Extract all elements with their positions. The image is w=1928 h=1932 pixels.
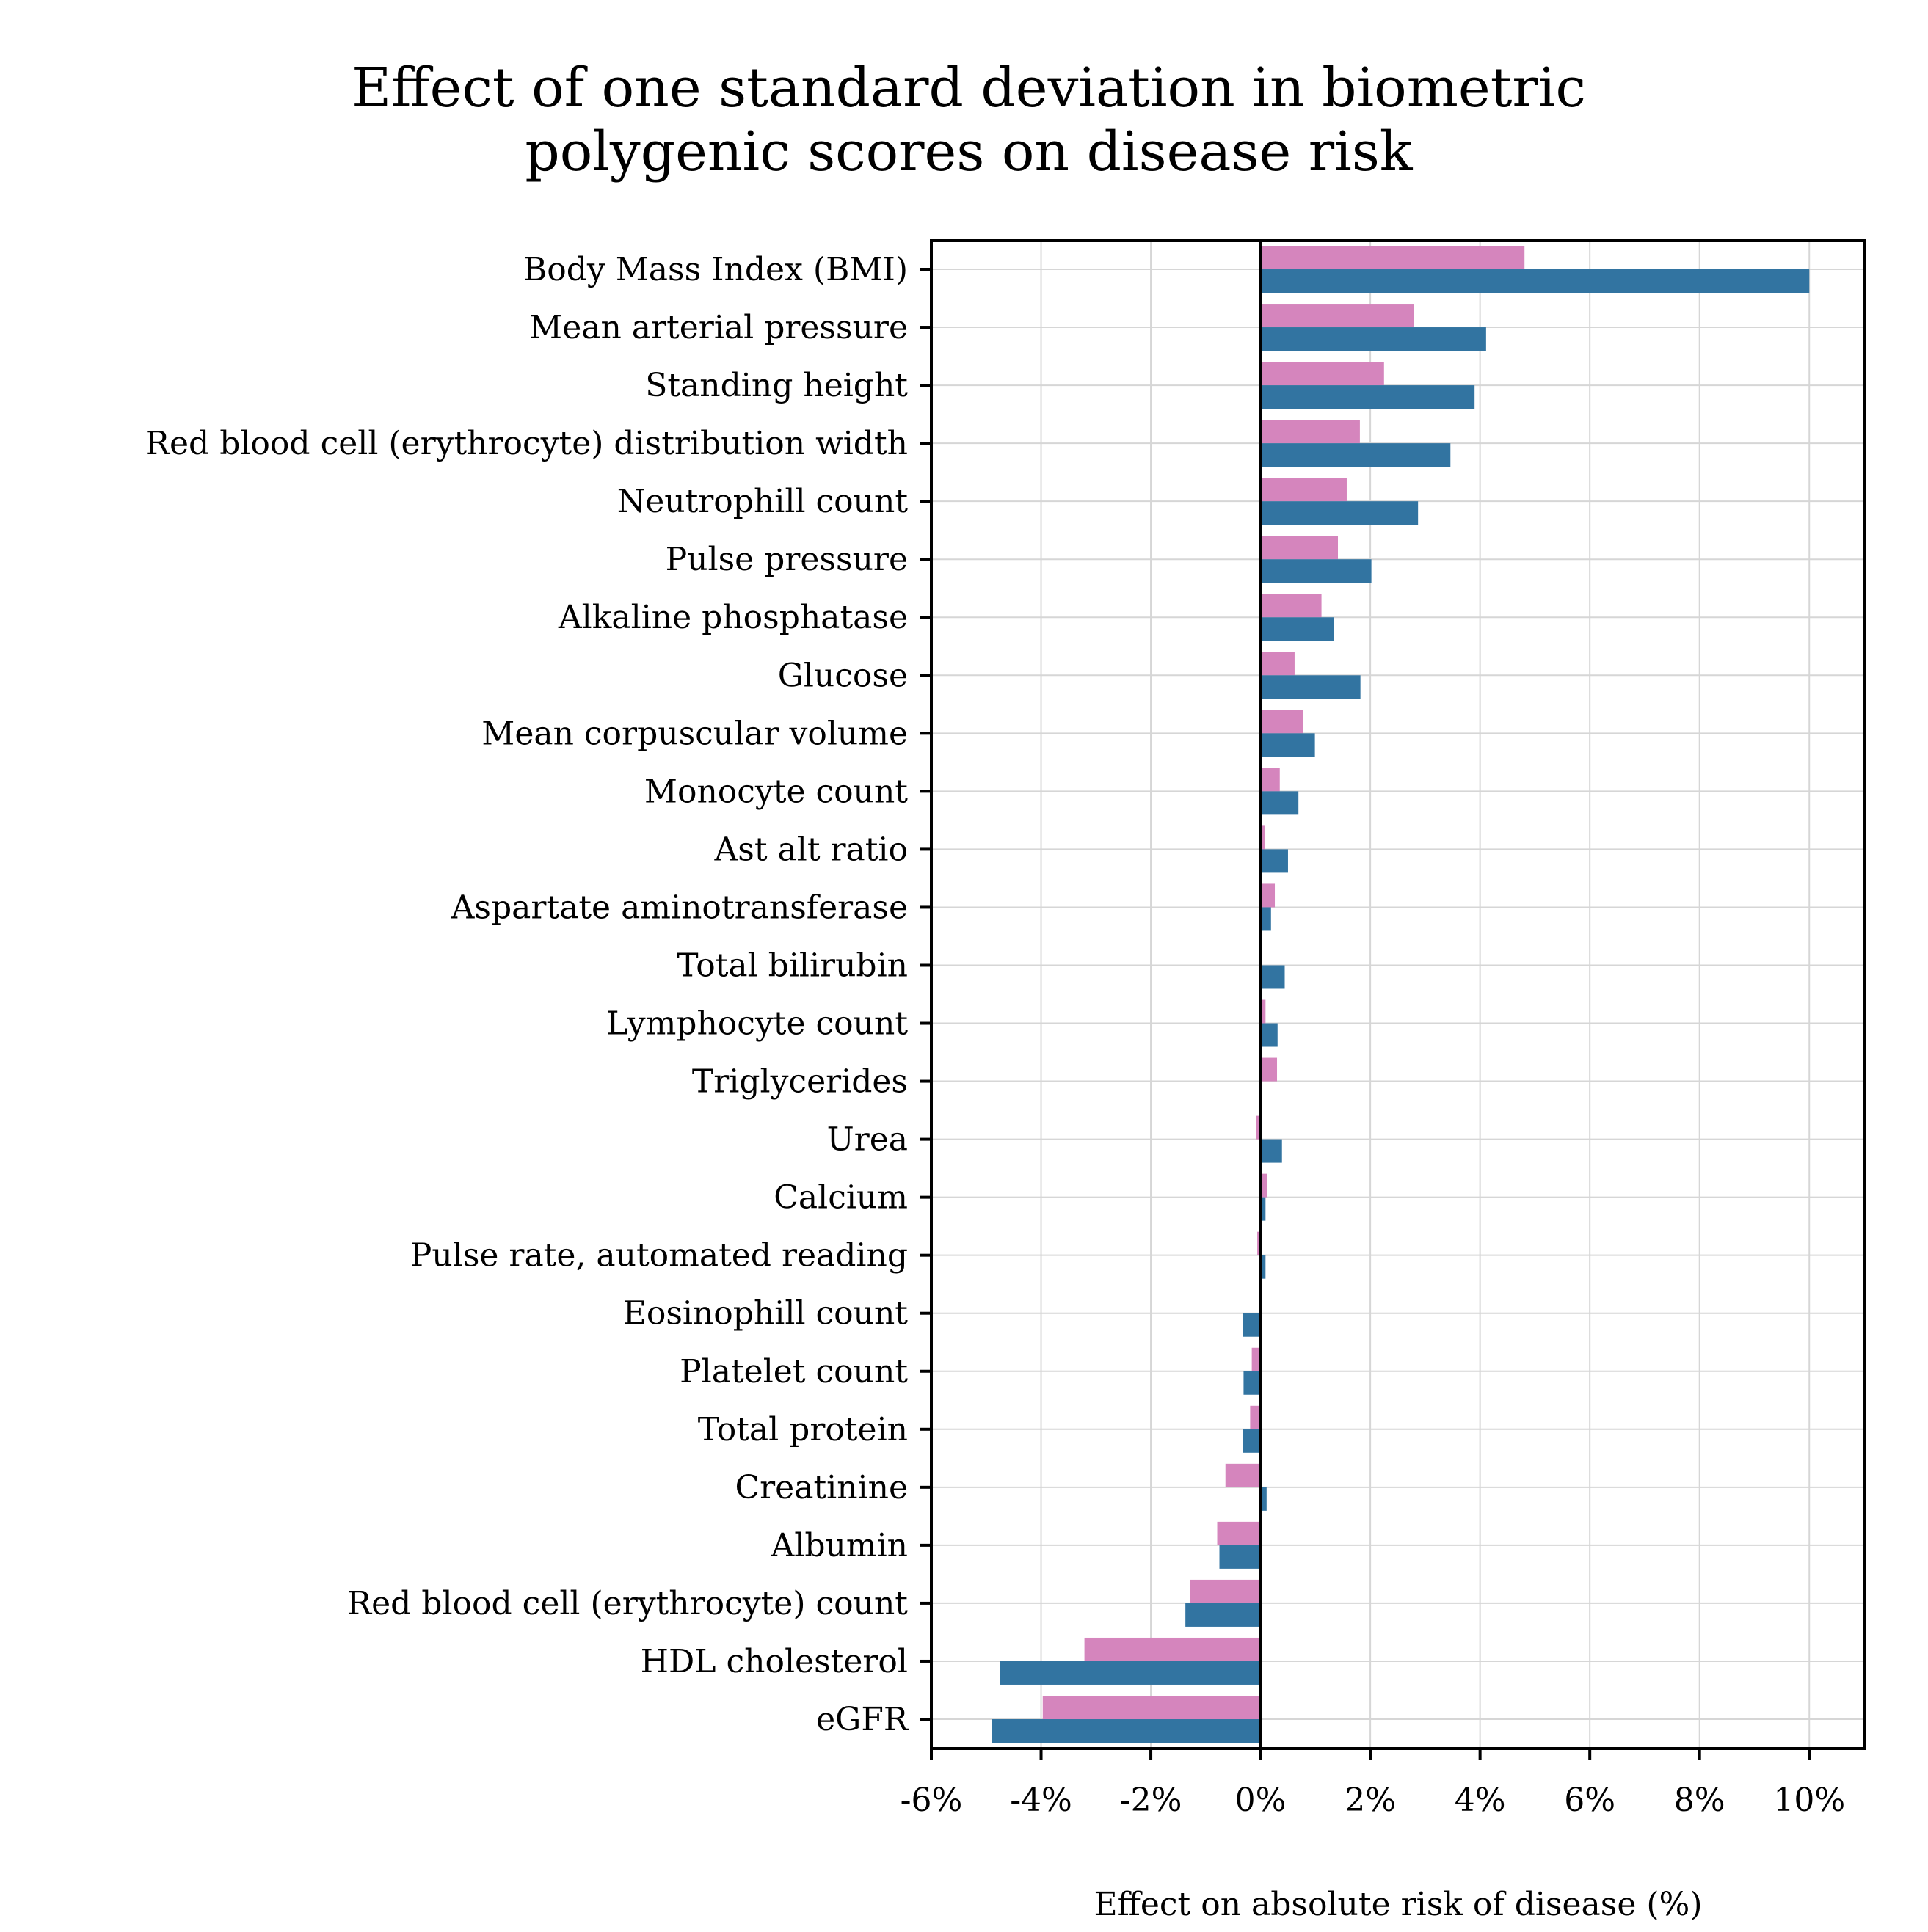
x-axis: -6% -4% -2% 0% 2% 4% 6% 8% 10% bbox=[901, 1749, 1845, 1819]
bar-series-pink bbox=[1225, 1463, 1261, 1487]
x-tick-label: 0% bbox=[1235, 1782, 1287, 1819]
y-axis: Body Mass Index (BMI) Mean arterial press… bbox=[145, 251, 931, 1738]
bar-series-pink bbox=[1260, 652, 1295, 676]
y-tick-label: Lymphocyte count bbox=[606, 1005, 908, 1043]
bar-series-blue bbox=[1260, 1023, 1278, 1047]
bar-series-pink bbox=[1260, 594, 1322, 618]
bar-series-blue bbox=[1260, 269, 1810, 293]
bar-series-pink bbox=[1190, 1579, 1261, 1603]
bar-series-pink bbox=[1260, 1173, 1267, 1198]
x-tick-label: 6% bbox=[1564, 1782, 1615, 1819]
y-tick-label: Urea bbox=[827, 1121, 908, 1159]
bars bbox=[992, 246, 1810, 1743]
y-tick-label: Albumin bbox=[771, 1527, 908, 1564]
y-tick-label: Neutrophill count bbox=[617, 483, 909, 520]
y-tick-label: Mean arterial pressure bbox=[529, 309, 908, 346]
y-tick-label: Mean corpuscular volume bbox=[481, 715, 908, 752]
bar-series-pink bbox=[1260, 304, 1414, 328]
y-tick-label: Alkaline phosphatase bbox=[558, 599, 908, 636]
chart-title-line-2: polygenic scores on disease risk bbox=[525, 120, 1413, 183]
y-tick-label: Platelet count bbox=[680, 1353, 908, 1390]
y-tick-label: Glucose bbox=[778, 657, 908, 694]
bar-series-pink bbox=[1260, 883, 1276, 908]
bar-series-blue bbox=[1243, 1313, 1261, 1337]
chart-title: Effect of one standard deviation in biom… bbox=[352, 56, 1586, 183]
y-tick-label: Ast alt ratio bbox=[713, 831, 908, 868]
y-tick-label: Monocyte count bbox=[644, 773, 908, 810]
bar-series-blue bbox=[992, 1719, 1261, 1743]
bar-series-blue bbox=[1260, 675, 1361, 699]
bar-series-blue bbox=[1260, 849, 1288, 873]
bar-series-blue bbox=[1260, 907, 1271, 931]
bar-series-blue bbox=[1185, 1603, 1261, 1627]
bar-series-blue bbox=[1260, 791, 1299, 815]
bar-series-pink bbox=[1260, 1057, 1278, 1082]
bar-series-blue bbox=[1260, 327, 1486, 351]
bar-series-blue bbox=[1260, 385, 1475, 409]
x-tick-label: 2% bbox=[1345, 1782, 1396, 1819]
y-tick-label: Total bilirubin bbox=[677, 947, 908, 984]
bar-series-pink bbox=[1251, 1347, 1261, 1371]
bar-series-pink bbox=[1260, 710, 1303, 734]
bar-series-pink bbox=[1042, 1696, 1261, 1719]
bar-series-blue bbox=[1260, 559, 1372, 583]
bar-series-blue bbox=[1260, 443, 1451, 467]
bar-series-blue bbox=[1260, 1139, 1282, 1163]
y-tick-label: Total protein bbox=[698, 1411, 908, 1448]
bar-series-blue bbox=[1243, 1429, 1261, 1453]
bar-series-blue bbox=[1260, 617, 1334, 641]
y-tick-label: Eosinophill count bbox=[623, 1295, 909, 1333]
y-tick-label: Creatinine bbox=[735, 1469, 908, 1506]
bar-series-blue bbox=[1260, 733, 1315, 757]
x-tick-label: -4% bbox=[1010, 1782, 1072, 1819]
y-tick-label: eGFR bbox=[816, 1701, 909, 1738]
x-tick-label: 8% bbox=[1674, 1782, 1725, 1819]
x-tick-label: -2% bbox=[1120, 1782, 1182, 1819]
bar-series-pink bbox=[1260, 246, 1525, 269]
y-tick-label: Pulse pressure bbox=[666, 541, 908, 578]
x-tick-label: -6% bbox=[901, 1782, 963, 1819]
y-tick-label: Aspartate aminotransferase bbox=[451, 889, 908, 926]
bar-series-pink bbox=[1260, 420, 1360, 444]
x-tick-label: 10% bbox=[1773, 1782, 1845, 1819]
bar-series-blue bbox=[1000, 1661, 1261, 1685]
y-tick-label: Pulse rate, automated reading bbox=[410, 1237, 908, 1275]
y-tick-label: Calcium bbox=[774, 1179, 908, 1217]
bar-series-pink bbox=[1260, 768, 1280, 792]
bar-series-pink bbox=[1260, 478, 1347, 502]
bar-series-blue bbox=[1260, 1255, 1266, 1279]
grid bbox=[931, 241, 1864, 1749]
x-axis-label: Effect on absolute risk of disease (%) bbox=[1094, 1886, 1702, 1923]
bar-series-blue bbox=[1260, 965, 1285, 989]
chart-title-line-1: Effect of one standard deviation in biom… bbox=[352, 56, 1586, 120]
y-tick-label: Red blood cell (erythrocyte) count bbox=[347, 1585, 908, 1622]
bar-series-pink bbox=[1260, 362, 1384, 386]
y-tick-label: Standing height bbox=[645, 367, 908, 404]
plot-frame bbox=[930, 239, 1866, 1750]
bar-series-blue bbox=[1260, 1487, 1267, 1511]
bar-series-pink bbox=[1260, 999, 1266, 1024]
y-tick-label: HDL cholesterol bbox=[641, 1643, 908, 1680]
bar-series-pink bbox=[1250, 1405, 1261, 1429]
bar-series-pink bbox=[1257, 1231, 1261, 1255]
bar-series-pink bbox=[1256, 1115, 1261, 1140]
bar-series-pink bbox=[1084, 1637, 1261, 1661]
y-tick-label: Triglycerides bbox=[692, 1063, 908, 1101]
y-tick-label: Body Mass Index (BMI) bbox=[523, 251, 908, 288]
bar-series-blue bbox=[1243, 1371, 1261, 1395]
bar-series-blue bbox=[1260, 501, 1419, 525]
bar-series-blue bbox=[1260, 1197, 1266, 1221]
bar-series-pink bbox=[1260, 825, 1265, 850]
y-tick-label: Red blood cell (erythrocyte) distributio… bbox=[145, 425, 908, 462]
bar-series-pink bbox=[1260, 536, 1339, 560]
x-tick-label: 4% bbox=[1455, 1782, 1506, 1819]
bar-series-blue bbox=[1219, 1545, 1261, 1569]
bar-series-pink bbox=[1217, 1521, 1261, 1545]
